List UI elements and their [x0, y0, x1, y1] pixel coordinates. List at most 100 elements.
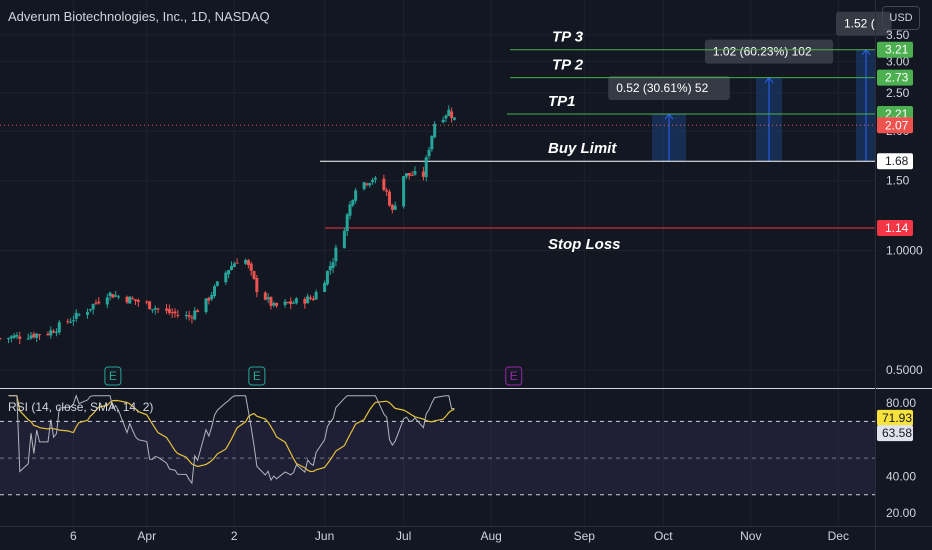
- time-tick-label: 6: [70, 529, 77, 543]
- candle-body: [229, 266, 233, 270]
- candle-body: [207, 297, 211, 301]
- candle-body: [86, 311, 89, 315]
- measure-boxes: 0.52 (30.61%) 52 1.02 (60.23%) 102 1.52 (: [608, 11, 892, 162]
- candle-body: [325, 270, 329, 285]
- price-tick-label: 0.5000: [886, 363, 923, 377]
- candle-body: [215, 281, 219, 286]
- candle-body: [46, 333, 50, 336]
- candle-body: [148, 301, 152, 310]
- time-tick-label: Jun: [315, 529, 334, 543]
- candle-body: [128, 296, 132, 304]
- candle-body: [266, 297, 270, 300]
- candle-body: [88, 309, 92, 311]
- rsi-tick-label: 20.00: [886, 506, 916, 520]
- candle-body: [153, 308, 157, 310]
- candle-body: [272, 303, 276, 306]
- candle-body: [71, 320, 75, 322]
- candle-body: [311, 298, 315, 301]
- candle-body: [224, 272, 228, 283]
- candle-body: [227, 270, 231, 275]
- candle-body: [348, 204, 352, 216]
- candle-body: [136, 300, 140, 303]
- candle-body: [26, 338, 30, 340]
- candle-body: [173, 311, 177, 314]
- measure-label: 1.02 (60.23%) 102: [713, 45, 812, 59]
- candle-body: [91, 303, 95, 310]
- price-badge: [877, 153, 913, 170]
- candle-body: [365, 183, 369, 185]
- candle-body: [9, 336, 13, 339]
- earnings-letter: E: [253, 369, 261, 383]
- candle-body: [190, 317, 194, 319]
- candle-body: [12, 335, 16, 338]
- rsi-value-label: 71.93: [882, 411, 912, 425]
- price-badge: [877, 117, 913, 134]
- time-tick-label: Sep: [574, 529, 596, 543]
- earnings-marker: [505, 366, 523, 386]
- symbol-title: Adverum Biotechnologies, Inc., 1D, NASDA…: [8, 9, 270, 24]
- candle-body: [328, 266, 332, 271]
- candle-body: [433, 123, 437, 138]
- candle-body: [6, 337, 10, 339]
- candle-body: [286, 301, 290, 303]
- rsi-tick-label: 80.00: [886, 396, 916, 410]
- candle-body: [292, 302, 296, 304]
- rsi-pane: [0, 394, 875, 496]
- candle-body: [249, 263, 253, 271]
- price-badge-label: 1.68: [885, 154, 909, 168]
- price-tick-label: 1.50: [886, 174, 910, 188]
- candle-body: [382, 178, 386, 190]
- candle-body: [145, 301, 149, 303]
- candle-body: [450, 111, 454, 118]
- time-tick-label: Dec: [828, 529, 849, 543]
- candle-body: [444, 115, 448, 119]
- candle-body: [204, 298, 208, 313]
- candle-body: [232, 263, 236, 267]
- level-label: TP 3: [552, 29, 584, 46]
- candle-body: [447, 109, 451, 116]
- candle-body: [97, 301, 101, 304]
- candle-body: [308, 297, 312, 299]
- candle-body: [165, 308, 169, 311]
- candle-body: [283, 301, 287, 306]
- price-badge-label: 2.73: [885, 71, 909, 85]
- measure-label-bg: [836, 11, 892, 36]
- candle-body: [35, 333, 39, 338]
- candle-body: [18, 336, 22, 339]
- candle-body: [314, 292, 318, 300]
- candle-body: [38, 334, 42, 336]
- candle-body: [29, 335, 33, 339]
- candle-body: [94, 302, 98, 304]
- candle-body: [390, 204, 394, 210]
- measure-label: 1.52 (: [844, 17, 875, 31]
- candle-body: [187, 315, 191, 317]
- candle-body: [306, 296, 310, 304]
- candle-body: [105, 297, 109, 305]
- candle-body: [131, 298, 135, 300]
- candle-body: [393, 205, 397, 210]
- candle-body: [108, 292, 112, 297]
- candle-body: [210, 294, 214, 300]
- time-tick-label: Oct: [654, 529, 673, 543]
- candle-body: [244, 260, 248, 264]
- candle-body: [125, 296, 129, 303]
- level-label: TP1: [548, 93, 576, 110]
- rsi-tick-label: 40.00: [886, 469, 916, 483]
- candle-body: [354, 190, 358, 201]
- candle-body: [52, 331, 56, 333]
- candle-body: [452, 117, 456, 120]
- time-tick-label: Nov: [740, 529, 761, 543]
- time-tick-label: 2: [231, 529, 238, 543]
- candle-body: [77, 314, 81, 316]
- price-tick-label: 3.50: [886, 28, 910, 42]
- candle-body: [156, 308, 160, 310]
- candle-body: [15, 334, 19, 337]
- candle-body: [323, 282, 327, 293]
- currency-button[interactable]: USD: [882, 6, 920, 30]
- candle-body: [331, 262, 335, 268]
- rsi-value-badge: [877, 409, 913, 426]
- candles: [0, 105, 456, 345]
- candle-body: [345, 214, 349, 232]
